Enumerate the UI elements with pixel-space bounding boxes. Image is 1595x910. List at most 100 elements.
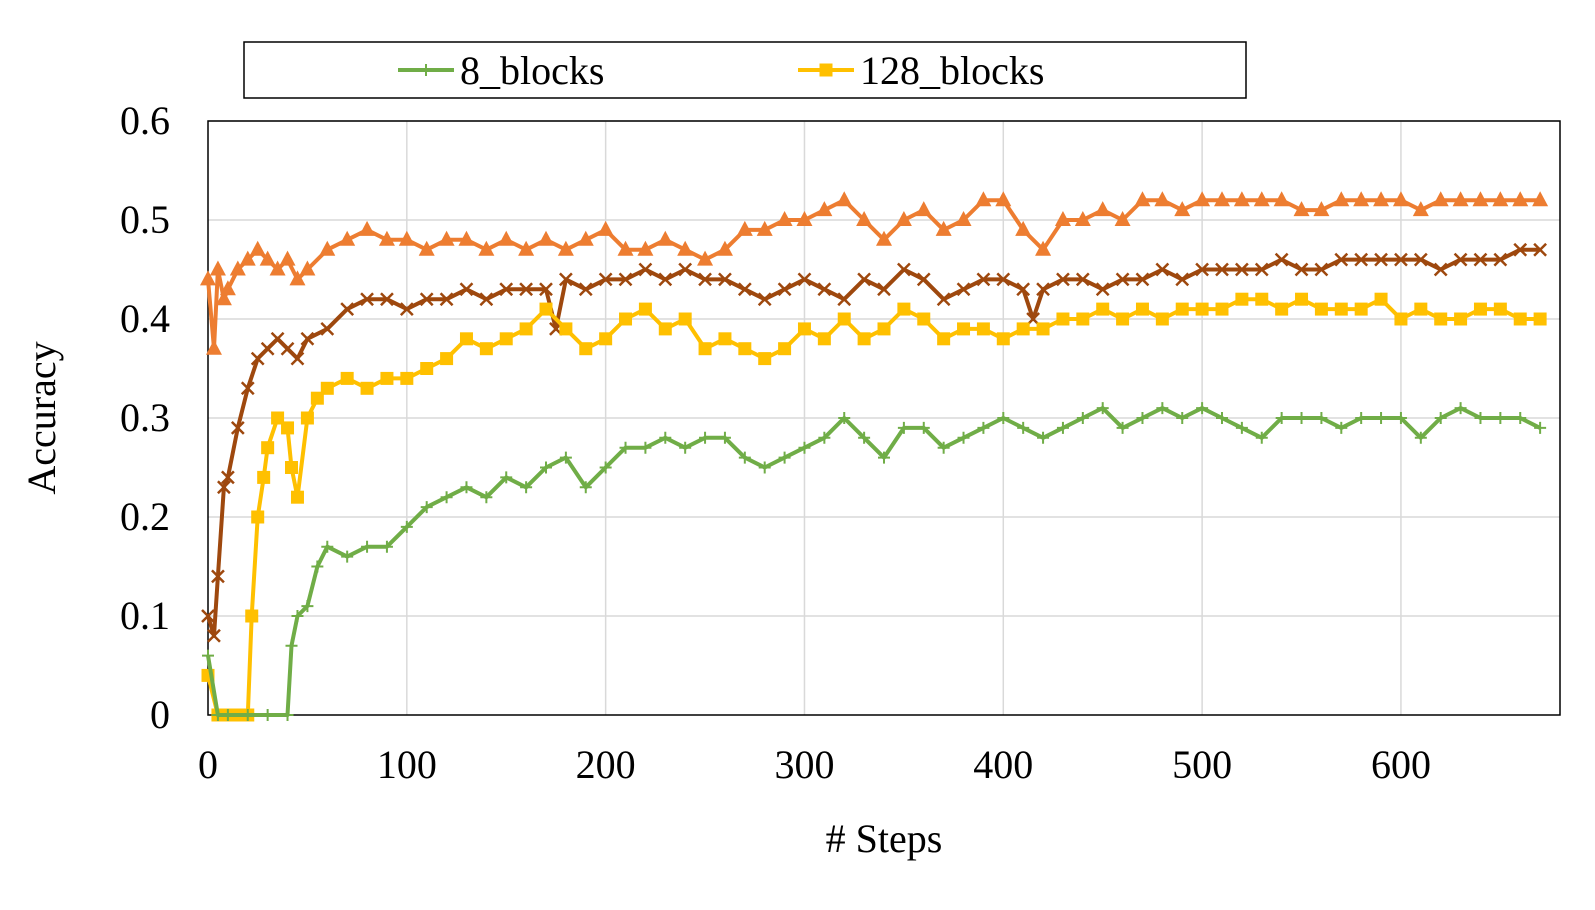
data-point (539, 302, 553, 316)
data-point (897, 302, 911, 316)
data-point (597, 220, 614, 236)
data-point (679, 441, 692, 454)
data-point (1074, 211, 1091, 226)
data-point (290, 351, 305, 366)
data-point (878, 451, 890, 464)
data-point (1454, 312, 1468, 326)
data-point (1334, 302, 1348, 316)
data-point (955, 211, 972, 226)
data-point (1453, 252, 1468, 267)
data-point (997, 412, 1010, 424)
data-point (519, 322, 533, 336)
data-point (1315, 412, 1328, 424)
data-point (857, 332, 871, 346)
data-point (285, 461, 299, 474)
data-point (398, 230, 415, 246)
data-point (817, 282, 832, 297)
data-point (1056, 421, 1069, 434)
data-point (319, 240, 336, 256)
data-point (340, 302, 355, 316)
data-point (1492, 191, 1509, 207)
y-axis-title: Accuracy (19, 341, 64, 494)
data-point (915, 201, 932, 217)
data-point (1513, 242, 1528, 257)
data-point (558, 272, 573, 287)
data-point (1036, 322, 1050, 336)
series-3 (200, 191, 1549, 355)
data-point (438, 230, 455, 246)
data-point (1434, 312, 1448, 326)
data-point (1513, 312, 1527, 326)
data-point (1374, 252, 1388, 267)
data-point (380, 371, 394, 385)
data-point (1255, 431, 1268, 444)
data-point (1275, 412, 1288, 424)
data-point (577, 230, 594, 246)
data-point (698, 342, 712, 356)
data-point (819, 63, 833, 77)
data-point (380, 540, 393, 553)
data-point (896, 262, 911, 277)
data-point (221, 709, 234, 721)
data-point (378, 230, 395, 246)
data-point (718, 272, 732, 287)
data-point (937, 332, 951, 346)
data-point (697, 250, 714, 266)
data-point (837, 312, 851, 326)
data-point (619, 441, 632, 454)
data-point (281, 421, 295, 435)
legend-box (243, 41, 1247, 99)
legend-items: 8_blocks 128_blocks (398, 48, 1044, 93)
data-point (658, 322, 672, 336)
data-point (1433, 262, 1448, 277)
data-point (1334, 252, 1349, 267)
series-2 (201, 242, 1548, 643)
data-point (1194, 191, 1211, 207)
data-point (957, 322, 971, 336)
x-tick-label: 500 (1172, 742, 1232, 787)
data-point (519, 282, 534, 297)
data-point (400, 520, 413, 533)
data-point (1235, 421, 1248, 434)
data-point (639, 441, 652, 454)
data-point (1534, 421, 1547, 434)
data-point (935, 220, 952, 236)
data-point (1075, 272, 1090, 287)
data-point (937, 441, 950, 454)
data-point (1056, 272, 1070, 287)
data-point (1076, 412, 1089, 424)
data-point (539, 282, 553, 297)
data-point (340, 371, 354, 385)
data-point (279, 250, 296, 266)
data-point (996, 332, 1010, 346)
data-point (975, 191, 992, 207)
data-point (439, 292, 454, 307)
data-point (798, 441, 811, 454)
data-point (1016, 282, 1031, 297)
x-tick-label: 200 (576, 742, 636, 787)
data-point (1493, 252, 1508, 267)
data-point (1175, 272, 1190, 287)
data-point (229, 260, 246, 276)
data-point (977, 421, 990, 434)
data-point (797, 322, 811, 336)
y-tick-label: 0 (150, 692, 170, 737)
data-point (202, 649, 214, 662)
data-point (299, 260, 316, 276)
data-point (205, 339, 222, 355)
data-point (440, 352, 454, 366)
data-point (659, 431, 672, 444)
data-point (716, 240, 733, 256)
data-point (756, 220, 773, 236)
data-point (1096, 302, 1110, 316)
data-point (209, 260, 226, 276)
data-point (1533, 312, 1547, 326)
data-point (818, 431, 831, 444)
data-point (261, 441, 275, 455)
data-point (1313, 201, 1330, 217)
data-point (1155, 262, 1170, 277)
data-point (858, 431, 871, 444)
data-point (211, 569, 225, 584)
data-point (976, 272, 991, 287)
